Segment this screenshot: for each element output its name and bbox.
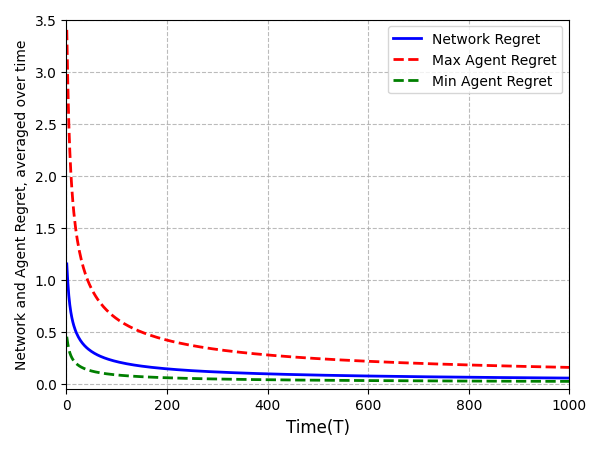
Network Regret — [92, 351, 99, 357]
Max Agent Regret — [523, 364, 530, 369]
Max Agent Regret — [92, 294, 99, 299]
Min Agent Regret — [68, 355, 75, 361]
Min Agent Regret — [523, 379, 530, 384]
Min Agent Regret — [63, 334, 70, 340]
Max Agent Regret — [362, 359, 369, 364]
Max Agent Regret — [566, 365, 573, 370]
Min Agent Regret — [169, 375, 176, 381]
Network Regret — [566, 376, 573, 381]
Network Regret — [169, 367, 176, 372]
Min Agent Regret — [71, 359, 78, 365]
Y-axis label: Network and Agent Regret, averaged over time: Network and Agent Regret, averaged over … — [15, 40, 29, 369]
Max Agent Regret — [68, 186, 75, 192]
Network Regret — [68, 315, 75, 321]
Network Regret — [523, 375, 530, 381]
Min Agent Regret — [566, 379, 573, 384]
Line: Min Agent Regret: Min Agent Regret — [67, 337, 569, 382]
Max Agent Regret — [169, 339, 176, 344]
Network Regret — [362, 373, 369, 379]
Legend: Network Regret, Max Agent Regret, Min Agent Regret: Network Regret, Max Agent Regret, Min Ag… — [388, 28, 562, 94]
Min Agent Regret — [362, 378, 369, 383]
X-axis label: Time(T): Time(T) — [286, 418, 350, 436]
Max Agent Regret — [63, 28, 70, 33]
Network Regret — [63, 262, 70, 267]
Min Agent Regret — [92, 369, 99, 375]
Network Regret — [71, 327, 78, 332]
Line: Network Regret: Network Regret — [67, 264, 569, 378]
Line: Max Agent Regret: Max Agent Regret — [67, 31, 569, 368]
Max Agent Regret — [71, 220, 78, 225]
